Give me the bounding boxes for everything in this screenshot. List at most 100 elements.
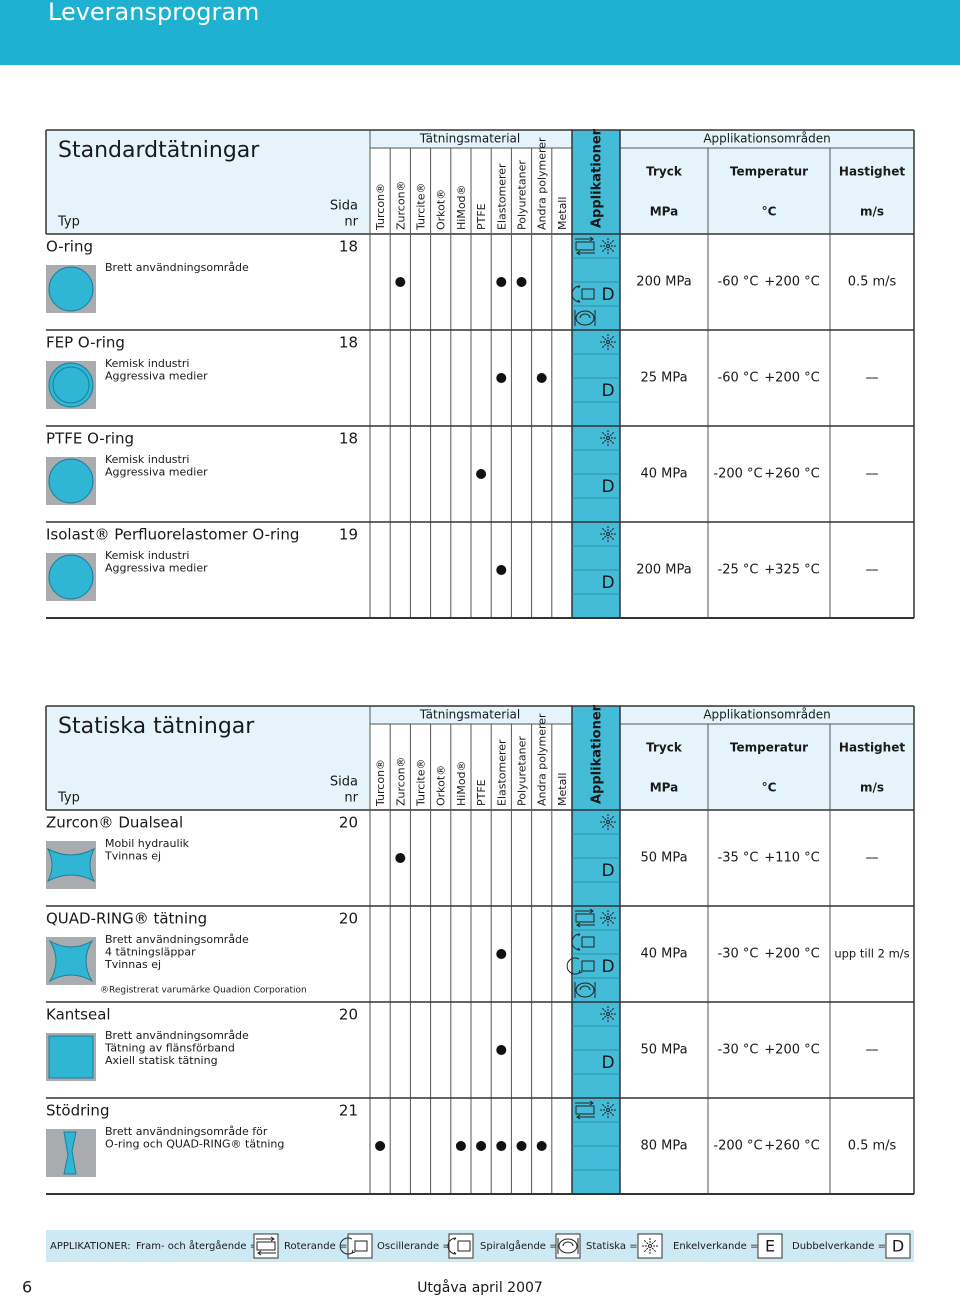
seal-name: FEP O-ring [46, 334, 125, 352]
seal-name: Zurcon® Dualseal [46, 814, 183, 832]
temp-max: +200 °C [764, 371, 819, 386]
icon-oscillating [571, 285, 595, 303]
icon-spiral [574, 310, 596, 326]
material-dot [395, 277, 406, 287]
column-unit: m/s [860, 781, 884, 795]
icon-part [606, 436, 610, 440]
seal-desc: Mobil hydraulik [105, 837, 190, 850]
icon-spiral [574, 982, 596, 998]
seal-desc: Brett användningsområde för [105, 1125, 268, 1138]
temp-min: -35 °C [718, 851, 759, 866]
pressure: 40 MPa [640, 467, 687, 482]
typ-label: Typ [57, 215, 80, 230]
speed: — [866, 371, 879, 386]
material-label: Andra polymerer [536, 137, 549, 230]
material-label: Turcon® [374, 183, 387, 231]
seal-desc: Aggressiva medier [105, 562, 208, 575]
icon-reciprocating [575, 1100, 595, 1120]
legend-icon-box [757, 1233, 783, 1259]
material-label: Zurcon® [394, 180, 407, 230]
seal-desc: Tätning av flänsförband [104, 1042, 235, 1055]
material-dot [375, 1141, 386, 1151]
seal-shape [48, 554, 94, 600]
icon-part [606, 916, 610, 920]
seal-page: 20 [339, 814, 358, 832]
header-bg [46, 706, 370, 810]
material-label: PTFE [475, 203, 488, 230]
areas-header: Applikationsområden [703, 132, 830, 146]
seal-desc: Aggressiva medier [105, 370, 208, 383]
temp-max: +200 °C [764, 947, 819, 962]
pressure: 50 MPa [640, 1043, 687, 1058]
speed: — [866, 1043, 879, 1058]
legend-icon-box [555, 1233, 581, 1259]
header-bg [620, 706, 914, 810]
seal-desc: Kemisk industri [105, 357, 189, 370]
material-label: Metall [556, 197, 569, 230]
speed: 0.5 m/s [848, 275, 897, 290]
icon-part [581, 288, 595, 300]
material-label: Turcite® [415, 183, 428, 232]
column-name: Temperatur [730, 165, 808, 179]
temp-max: +325 °C [764, 563, 819, 578]
temp-max: +200 °C [764, 1043, 819, 1058]
app-header: Applikationer [590, 128, 605, 228]
seal-desc: Brett användningsområde [105, 261, 249, 274]
icon-static [600, 526, 616, 542]
column-name: Tryck [646, 741, 683, 755]
legend-label: APPLIKATIONER: [50, 1241, 131, 1252]
material-label: Elastomerer [495, 163, 508, 230]
header-bg [370, 130, 572, 148]
seal-page: 19 [339, 526, 358, 544]
icon-part [457, 1240, 471, 1252]
material-label: Turcon® [374, 759, 387, 807]
material-label: HiMod® [455, 760, 468, 806]
seal-name: PTFE O-ring [46, 430, 134, 448]
icon-part [354, 1240, 368, 1252]
temp-min: -60 °C [718, 371, 759, 386]
icon-part [575, 1100, 595, 1120]
nr-label: nr [344, 791, 358, 806]
seal-shape [48, 362, 94, 408]
icon-part [575, 241, 595, 251]
legend-item: Dubbelverkande = [792, 1241, 886, 1252]
icon-part [447, 1237, 457, 1255]
icon-static [600, 430, 616, 446]
column-name: Hastighet [839, 165, 905, 179]
page-number: 6 [22, 1278, 32, 1297]
icon-part [339, 1237, 356, 1255]
icon-reciprocating [575, 908, 595, 928]
column-name: Temperatur [730, 741, 808, 755]
seal-page: 20 [339, 1006, 358, 1024]
temp-max: +260 °C [764, 467, 819, 482]
seal-page: 21 [339, 1102, 358, 1120]
double-acting: D [601, 861, 614, 881]
table-title: Statiska tätningar [58, 714, 255, 739]
icon-part [581, 936, 595, 948]
seal-page: 18 [339, 238, 358, 256]
material-label: Polyuretaner [516, 736, 529, 806]
seal-shape [52, 366, 90, 404]
seal-desc: Kemisk industri [105, 453, 189, 466]
seal-name: QUAD-RING® tätning [46, 910, 207, 928]
seal-page: 20 [339, 910, 358, 928]
material-dot [536, 373, 547, 383]
icon-static [600, 814, 616, 830]
pressure: 200 MPa [636, 275, 691, 290]
seal-name: Stödring [46, 1102, 109, 1120]
material-dot [496, 1045, 507, 1055]
icon-oscillating [571, 933, 595, 951]
seal-page: 18 [339, 430, 358, 448]
column-name: Hastighet [839, 741, 905, 755]
temp-min: -60 °C [718, 275, 759, 290]
header-bg [620, 130, 914, 234]
seal-desc: 4 tätningsläppar [105, 946, 196, 959]
double-acting: D [601, 1053, 614, 1073]
material-label: Andra polymerer [536, 713, 549, 806]
icon-part [648, 1244, 652, 1248]
material-dot [455, 1141, 466, 1151]
legend-item: Oscillerande = [377, 1241, 451, 1252]
temp-min: -200 °C [713, 1139, 762, 1154]
material-label: PTFE [475, 779, 488, 806]
icon-part [571, 285, 581, 303]
